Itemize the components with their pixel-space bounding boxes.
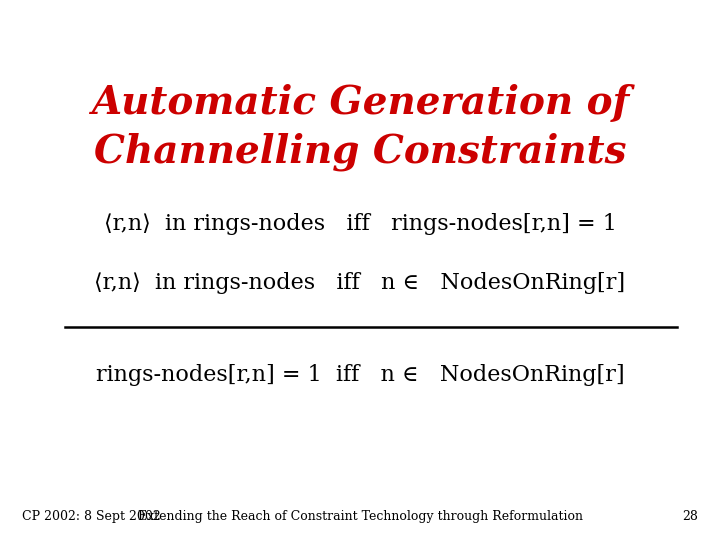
Text: Extending the Reach of Constraint Technology through Reformulation: Extending the Reach of Constraint Techno… xyxy=(138,510,582,523)
Text: CP 2002: 8 Sept 2002: CP 2002: 8 Sept 2002 xyxy=(22,510,161,523)
Text: ⟨r,n⟩  in rings-nodes   iff   rings-nodes[r,n] = 1: ⟨r,n⟩ in rings-nodes iff rings-nodes[r,n… xyxy=(104,213,616,235)
Text: ⟨r,n⟩  in rings-nodes   iff   n ∈   NodesOnRing[r]: ⟨r,n⟩ in rings-nodes iff n ∈ NodesOnRing… xyxy=(94,273,626,294)
Text: Automatic Generation of
Channelling Constraints: Automatic Generation of Channelling Cons… xyxy=(91,84,629,171)
Text: rings-nodes[r,n] = 1  iff   n ∈   NodesOnRing[r]: rings-nodes[r,n] = 1 iff n ∈ NodesOnRing… xyxy=(96,364,624,386)
Text: 28: 28 xyxy=(683,510,698,523)
